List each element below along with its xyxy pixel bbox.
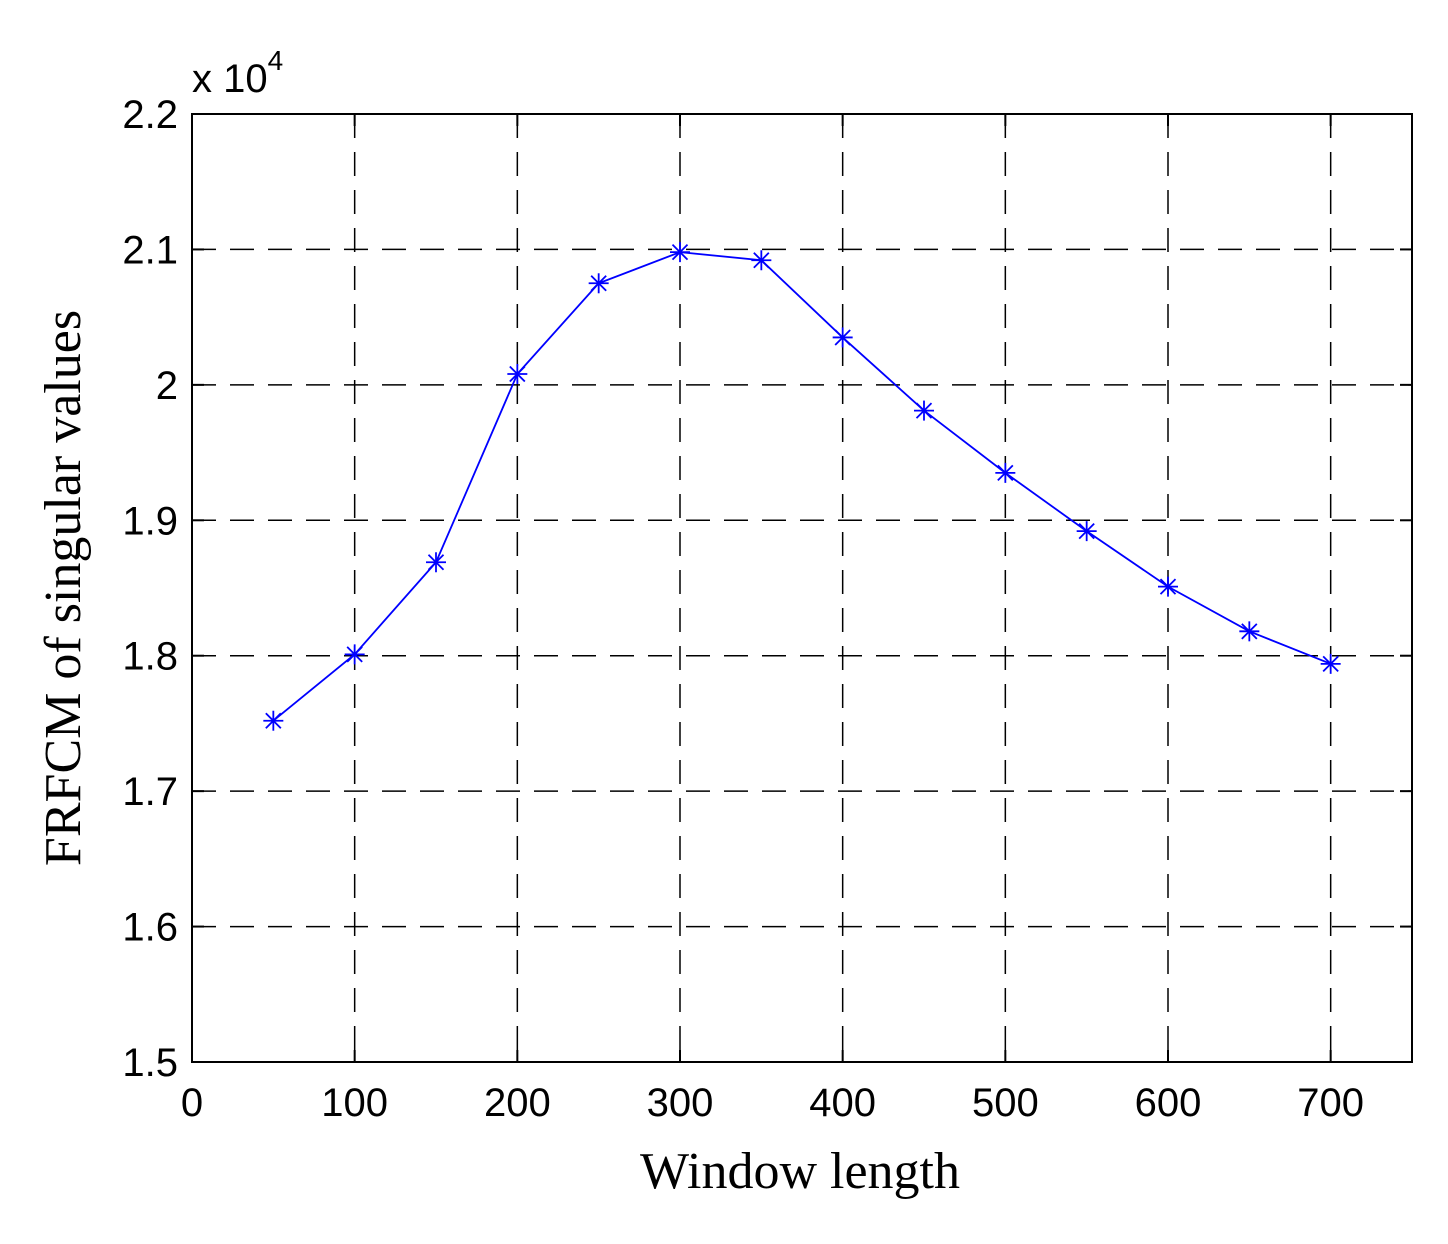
y-axis-multiplier: x 104 bbox=[192, 45, 283, 101]
y-tick-label: 1.8 bbox=[122, 635, 178, 679]
data-point-marker bbox=[1158, 576, 1178, 597]
y-axis-multiplier-exponent: 4 bbox=[268, 45, 284, 76]
x-tick-label: 0 bbox=[181, 1081, 203, 1125]
data-point-marker bbox=[507, 364, 528, 385]
data-point-marker bbox=[1076, 521, 1097, 542]
data-point-marker bbox=[995, 462, 1016, 483]
axis-ticks bbox=[191, 113, 1412, 1063]
data-point-marker bbox=[832, 327, 853, 348]
grid-lines bbox=[192, 114, 1412, 1062]
x-tick-label: 300 bbox=[647, 1081, 714, 1125]
y-axis-tick-labels: 1.5 1.6 1.7 1.8 1.9 2 2.1 2.2 bbox=[122, 93, 178, 1085]
data-point-marker bbox=[588, 273, 609, 294]
data-point-marker bbox=[263, 710, 284, 731]
data-point-marker bbox=[914, 400, 934, 421]
x-tick-label: 200 bbox=[484, 1081, 551, 1125]
y-tick-label: 1.5 bbox=[122, 1041, 178, 1085]
plot-area-frame bbox=[191, 113, 1413, 1063]
x-axis-title: Window length bbox=[640, 1143, 960, 1200]
y-tick-label: 1.9 bbox=[122, 499, 178, 543]
data-series bbox=[263, 242, 1341, 731]
y-tick-label: 2.1 bbox=[122, 228, 178, 272]
y-tick-label: 2 bbox=[156, 364, 178, 408]
x-tick-label: 100 bbox=[321, 1081, 388, 1125]
data-point-marker bbox=[426, 552, 446, 573]
y-tick-label: 2.2 bbox=[122, 93, 178, 137]
x-tick-label: 700 bbox=[1297, 1081, 1364, 1125]
data-point-marker bbox=[344, 644, 365, 665]
x-tick-label: 500 bbox=[972, 1081, 1039, 1125]
x-axis-tick-labels: 0 100 200 300 400 500 600 700 bbox=[181, 1081, 1364, 1125]
data-point-marker bbox=[670, 242, 690, 263]
y-tick-label: 1.6 bbox=[122, 906, 178, 950]
x-tick-label: 600 bbox=[1135, 1081, 1202, 1125]
data-point-marker bbox=[1239, 621, 1260, 642]
y-axis-title: FRFCM of singular values bbox=[35, 310, 92, 866]
series-line bbox=[272, 251, 1332, 722]
data-point-marker bbox=[751, 250, 772, 271]
y-tick-label: 1.7 bbox=[122, 770, 178, 814]
x-tick-label: 400 bbox=[809, 1081, 876, 1125]
y-axis-multiplier-base: x 10 bbox=[192, 57, 268, 101]
data-point-marker bbox=[1320, 653, 1341, 674]
